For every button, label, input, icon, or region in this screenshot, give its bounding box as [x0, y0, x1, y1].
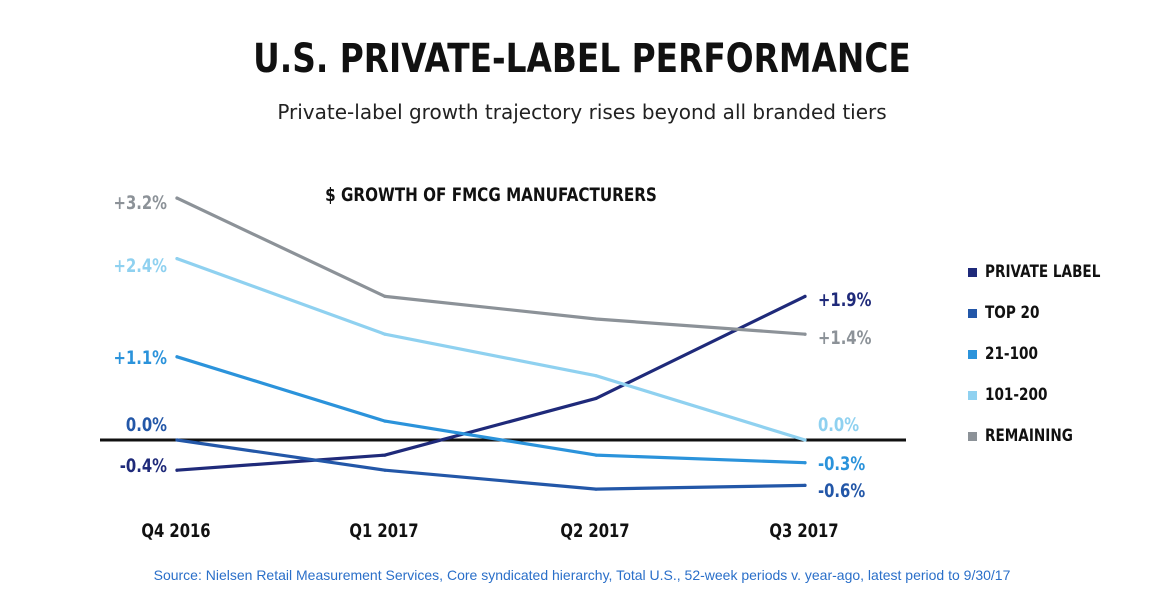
- series-line-21-100: [175, 355, 807, 465]
- data-point-101-200-3: [803, 438, 807, 442]
- end-value-label-remaining: +1.4%: [818, 327, 871, 349]
- legend-swatch-remaining: [968, 431, 977, 441]
- legend-swatch-21-100: [968, 349, 977, 359]
- start-value-label-remaining: +3.2%: [114, 192, 167, 214]
- x-tick-label-1: Q1 2017: [349, 520, 418, 542]
- legend-item-21-100: 21-100: [968, 334, 1129, 374]
- series-line-top-20: [175, 438, 807, 491]
- data-point-top-20-0: [175, 438, 179, 442]
- start-value-label-private-label: -0.4%: [120, 455, 167, 477]
- end-value-label-21-100: -0.3%: [818, 453, 865, 475]
- x-tick-label-2: Q2 2017: [560, 520, 629, 542]
- series-line-101-200: [175, 257, 807, 442]
- data-point-remaining-1: [383, 294, 387, 298]
- page-title: U.S. PRIVATE-LABEL PERFORMANCE: [253, 36, 911, 82]
- legend-label-101-200: 101-200: [985, 385, 1048, 405]
- legend-label-21-100: 21-100: [985, 344, 1038, 364]
- data-point-remaining-0: [175, 196, 179, 200]
- series-line-private-label: [175, 294, 807, 472]
- legend-item-private-label: PRIVATE LABEL: [968, 252, 1129, 292]
- data-point-top-20-3: [803, 483, 807, 487]
- start-value-label-101-200: +2.4%: [114, 255, 167, 277]
- x-tick-layer: Q4 2016 Q1 2017 Q2 2017 Q3 2017: [141, 520, 838, 542]
- end-value-label-top-20: -0.6%: [818, 480, 865, 502]
- legend: PRIVATE LABEL TOP 20 21-100 101-200 REMAININ…: [968, 252, 1129, 457]
- data-point-private-label-3: [803, 294, 807, 298]
- legend-label-top-20: TOP 20: [985, 303, 1040, 323]
- data-point-top-20-1: [383, 468, 387, 472]
- data-point-101-200-1: [383, 332, 387, 336]
- end-value-label-101-200: 0.0%: [818, 414, 859, 436]
- series-layer: [175, 196, 807, 491]
- data-point-21-100-1: [383, 419, 387, 423]
- data-point-21-100-0: [175, 355, 179, 359]
- start-value-label-21-100: +1.1%: [114, 347, 167, 369]
- data-point-101-200-2: [594, 374, 598, 378]
- chart-title: $ GROWTH OF FMCG MANUFACTURERS: [325, 184, 657, 206]
- legend-swatch-101-200: [968, 390, 977, 400]
- data-point-21-100-2: [594, 453, 598, 457]
- legend-label-private-label: PRIVATE LABEL: [985, 262, 1101, 282]
- start-value-label-top-20: 0.0%: [126, 414, 167, 436]
- data-point-21-100-3: [803, 461, 807, 465]
- legend-item-101-200: 101-200: [968, 375, 1129, 415]
- legend-swatch-top-20: [968, 308, 977, 318]
- data-point-remaining-3: [803, 332, 807, 336]
- data-point-101-200-0: [175, 257, 179, 261]
- legend-item-top-20: TOP 20: [968, 293, 1129, 333]
- data-point-private-label-2: [594, 396, 598, 400]
- legend-item-remaining: REMAINING: [968, 416, 1129, 456]
- page-subtitle: Private-label growth trajectory rises be…: [277, 100, 887, 124]
- data-point-top-20-2: [594, 487, 598, 491]
- source-note: Source: Nielsen Retail Measurement Servi…: [153, 567, 1011, 583]
- x-tick-label-0: Q4 2016: [141, 520, 210, 542]
- legend-swatch-private-label: [968, 267, 977, 277]
- data-point-remaining-2: [594, 317, 598, 321]
- x-tick-label-3: Q3 2017: [769, 520, 838, 542]
- data-point-private-label-0: [175, 468, 179, 472]
- series-line-remaining: [175, 196, 807, 336]
- value-label-layer: -0.4% +1.9% 0.0% -0.6% +1.1% -0.3% +2.4% 0.0% +3…: [114, 192, 872, 502]
- legend-label-remaining: REMAINING: [985, 426, 1073, 446]
- data-point-private-label-1: [383, 453, 387, 457]
- end-value-label-private-label: +1.9%: [818, 289, 871, 311]
